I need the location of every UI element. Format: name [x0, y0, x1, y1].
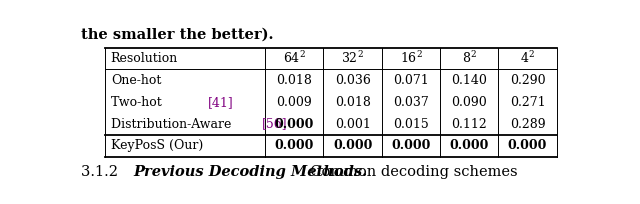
Text: 0.018: 0.018	[276, 74, 312, 87]
Text: Distribution-Aware: Distribution-Aware	[111, 118, 235, 131]
Text: Two-hot: Two-hot	[111, 96, 166, 109]
Text: 0.071: 0.071	[393, 74, 429, 87]
Text: [56]: [56]	[262, 118, 288, 131]
Text: 0.112: 0.112	[451, 118, 487, 131]
Text: 0.090: 0.090	[451, 96, 487, 109]
Text: Common decoding schemes: Common decoding schemes	[301, 165, 518, 179]
Text: 0.000: 0.000	[275, 118, 314, 131]
Text: the smaller the better).: the smaller the better).	[81, 28, 274, 42]
Text: $32^2$: $32^2$	[341, 51, 364, 67]
Text: 0.036: 0.036	[335, 74, 371, 87]
Text: 0.001: 0.001	[335, 118, 371, 131]
Text: 0.015: 0.015	[393, 118, 429, 131]
Text: 0.037: 0.037	[393, 96, 429, 109]
Text: 0.289: 0.289	[509, 118, 545, 131]
Text: Previous Decoding Methods.: Previous Decoding Methods.	[134, 165, 368, 179]
Text: $4^2$: $4^2$	[520, 51, 535, 67]
Text: [41]: [41]	[208, 96, 234, 109]
Text: KeyPosS (Our): KeyPosS (Our)	[111, 140, 203, 152]
Text: 0.000: 0.000	[333, 140, 372, 152]
Text: One-hot: One-hot	[111, 74, 161, 87]
Text: 0.271: 0.271	[509, 96, 545, 109]
Text: 0.000: 0.000	[275, 140, 314, 152]
Text: 3.1.2: 3.1.2	[81, 165, 137, 179]
Text: 0.018: 0.018	[335, 96, 371, 109]
Text: Resolution: Resolution	[111, 52, 178, 65]
Text: 0.000: 0.000	[449, 140, 489, 152]
Text: 0.000: 0.000	[391, 140, 431, 152]
Text: $16^2$: $16^2$	[399, 51, 422, 67]
Text: $64^2$: $64^2$	[283, 51, 306, 67]
Text: 0.140: 0.140	[451, 74, 487, 87]
Text: 0.290: 0.290	[509, 74, 545, 87]
Text: 0.000: 0.000	[508, 140, 547, 152]
Text: $8^2$: $8^2$	[462, 51, 477, 67]
Text: 0.009: 0.009	[276, 96, 312, 109]
